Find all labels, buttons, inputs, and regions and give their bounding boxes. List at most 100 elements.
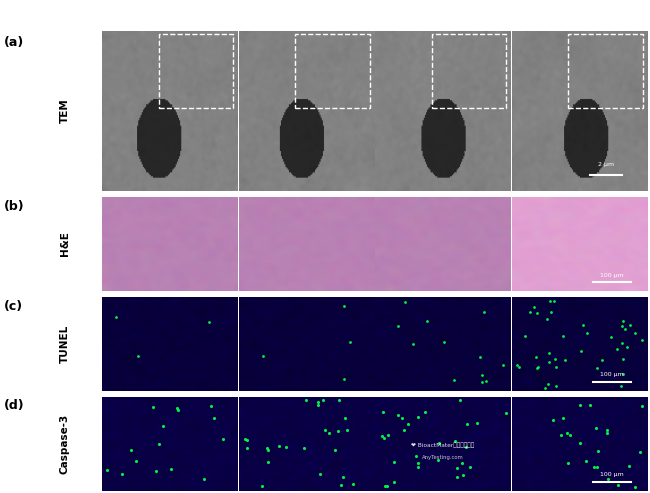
Point [320,426,330,434]
Point [125,446,136,454]
Point [382,482,392,490]
Point [411,452,421,460]
Point [172,406,183,414]
Text: Ctrl: Ctrl [155,10,184,24]
Point [116,470,127,478]
Point [560,356,570,364]
Point [263,446,274,454]
Point [616,383,627,390]
Point [575,401,585,409]
Point [622,343,632,351]
Point [532,364,542,372]
Point [339,302,349,310]
Text: (d): (d) [4,399,25,413]
Point [637,336,647,344]
Point [629,329,640,337]
Point [413,458,423,466]
Point [549,355,560,363]
Point [205,402,216,410]
Text: 100 μm: 100 μm [600,472,623,477]
Point [532,310,542,317]
Point [565,431,575,439]
Point [630,483,640,491]
Point [528,303,539,311]
Point [617,339,627,347]
Point [318,396,328,404]
Point [635,449,645,457]
Point [166,464,177,472]
Point [299,444,309,452]
Point [377,432,387,440]
Point [476,371,487,379]
Point [578,321,589,329]
Point [334,396,345,404]
Point [624,462,634,470]
Point [543,349,554,356]
Point [313,398,323,406]
Point [584,401,595,409]
Point [434,439,444,447]
Point [203,318,214,326]
Point [603,475,614,483]
Point [531,353,541,361]
Point [315,470,325,478]
Point [543,380,553,388]
Point [148,403,158,411]
Point [403,421,413,428]
Bar [295,34,370,108]
Point [549,297,559,305]
Point [413,463,424,471]
Point [101,466,112,474]
Point [131,457,141,465]
Point [218,435,228,443]
Point [520,332,530,340]
Point [378,408,389,416]
Point [479,309,489,317]
Point [242,436,253,444]
Point [618,355,629,363]
Text: 2 μm: 2 μm [598,162,614,167]
Point [556,431,566,439]
Point [348,480,358,488]
Point [512,361,523,369]
Text: (a): (a) [4,36,24,49]
Point [620,324,630,332]
Text: Caspase-3: Caspase-3 [60,414,70,474]
Point [241,445,252,453]
Point [558,415,568,423]
Text: H$_2$: H$_2$ [433,9,452,26]
Point [462,420,473,427]
Point [330,447,341,455]
Point [389,478,400,486]
Point [408,340,419,348]
Point [393,412,403,420]
Point [422,317,432,325]
Point [153,440,164,448]
Point [562,429,573,437]
Point [158,422,168,430]
Text: TEM: TEM [60,99,70,123]
Point [397,414,408,422]
Point [379,434,389,442]
Point [458,471,468,479]
Point [172,404,182,412]
Point [111,313,122,320]
Point [597,356,607,364]
Point [472,420,482,427]
Point [240,435,250,443]
Text: (b): (b) [4,200,25,212]
Point [393,322,404,330]
Point [589,463,599,471]
Point [337,473,348,481]
Point [593,447,603,455]
Point [199,475,209,483]
Point [432,457,443,464]
Text: Ti: Ti [299,10,313,24]
Text: ❤ BioactMater生物活性材料: ❤ BioactMater生物活性材料 [411,443,474,448]
Point [551,363,561,371]
Point [581,457,592,464]
Point [332,427,343,435]
Point [339,375,349,383]
Point [558,332,568,340]
Point [546,309,556,317]
